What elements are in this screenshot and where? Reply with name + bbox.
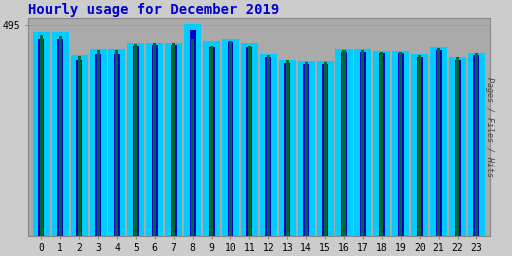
Bar [71, 55, 88, 236]
Bar [475, 53, 478, 236]
Bar [360, 52, 366, 236]
Bar [437, 48, 440, 236]
Bar [33, 31, 50, 236]
Bar [90, 49, 106, 236]
Bar [222, 39, 239, 236]
Bar [297, 61, 315, 236]
Bar [184, 24, 201, 236]
Bar [114, 54, 120, 236]
Bar [335, 49, 353, 236]
Bar [97, 50, 99, 236]
Bar [286, 60, 289, 236]
Bar [284, 63, 290, 236]
Bar [109, 49, 125, 236]
Bar [430, 47, 447, 236]
Bar [208, 47, 215, 236]
Bar [59, 36, 62, 236]
Bar [210, 46, 213, 236]
Bar [189, 30, 196, 236]
Bar [341, 52, 347, 236]
Bar [152, 45, 158, 236]
Bar [398, 53, 404, 236]
Bar [379, 53, 385, 236]
Bar [248, 46, 251, 236]
Bar [343, 50, 346, 236]
Bar [455, 60, 460, 236]
Bar [170, 45, 177, 236]
Bar [241, 44, 258, 236]
Bar [267, 55, 270, 236]
Bar [303, 64, 309, 236]
Bar [418, 55, 421, 236]
Y-axis label: Pages / Files / Hits: Pages / Files / Hits [485, 77, 494, 177]
Bar [305, 62, 308, 236]
Bar [227, 42, 233, 236]
Bar [78, 56, 81, 236]
Bar [411, 54, 428, 236]
Bar [354, 49, 371, 236]
Bar [40, 35, 43, 236]
Bar [203, 41, 220, 236]
Bar [229, 41, 232, 236]
Bar [279, 60, 296, 236]
Bar [456, 58, 459, 236]
Bar [449, 57, 466, 236]
Bar [165, 42, 182, 236]
Bar [246, 47, 252, 236]
Bar [373, 51, 390, 236]
Bar [133, 46, 139, 236]
Bar [324, 62, 327, 236]
Bar [322, 64, 328, 236]
Bar [153, 43, 156, 236]
Bar [38, 39, 44, 236]
Bar [95, 54, 101, 236]
Bar [417, 57, 423, 236]
Bar [399, 51, 402, 236]
Bar [316, 61, 334, 236]
Bar [134, 44, 137, 236]
Bar [57, 39, 63, 236]
Bar [436, 50, 441, 236]
Bar [127, 44, 144, 236]
Bar [265, 57, 271, 236]
Text: Hourly usage for December 2019: Hourly usage for December 2019 [28, 3, 279, 17]
Bar [468, 53, 485, 236]
Bar [380, 51, 383, 236]
Bar [260, 54, 277, 236]
Bar [76, 60, 82, 236]
Bar [474, 55, 479, 236]
Bar [52, 33, 69, 236]
Bar [191, 39, 194, 236]
Bar [115, 50, 118, 236]
Bar [361, 50, 365, 236]
Bar [172, 43, 175, 236]
Bar [146, 42, 163, 236]
Bar [392, 51, 409, 236]
